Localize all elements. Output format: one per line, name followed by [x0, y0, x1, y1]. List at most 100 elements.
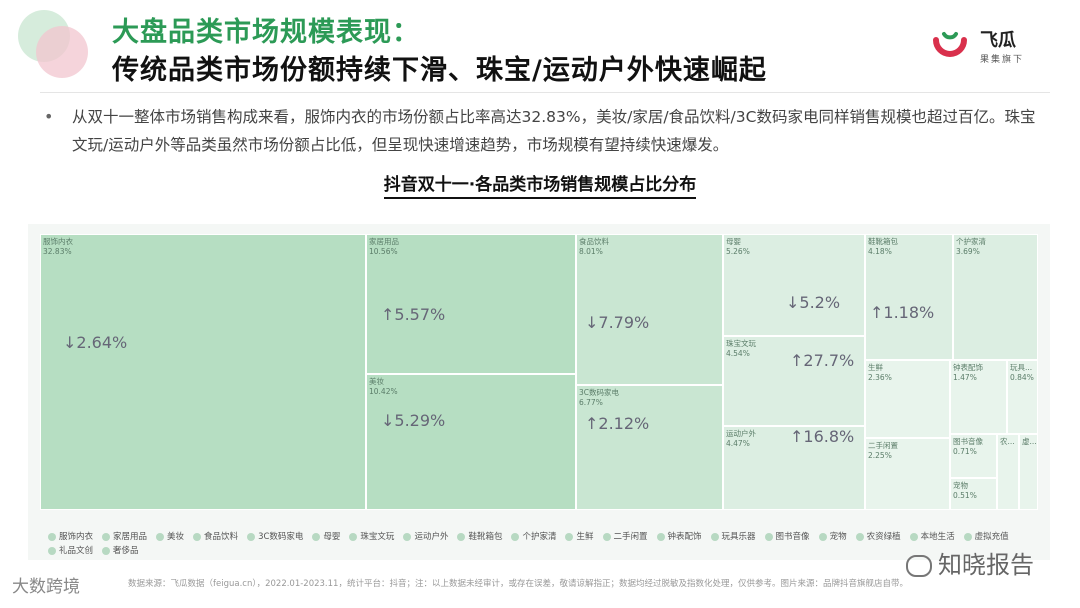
cell-growth: ↑5.57%	[381, 305, 446, 324]
cell-share: 0.84%	[1010, 373, 1034, 382]
legend-item[interactable]: 农资绿植	[855, 530, 901, 544]
legend-label: 农资绿植	[866, 532, 901, 542]
legend-item[interactable]: 宠物	[818, 530, 847, 544]
treemap-cell[interactable]: 宠物 0.51%	[950, 478, 997, 510]
legend-label: 运动户外	[414, 532, 449, 542]
treemap-cell[interactable]: 母婴 5.26% ↓5.2%	[723, 234, 865, 336]
treemap-cell[interactable]: 美妆 10.42% ↓5.29%	[366, 374, 576, 510]
legend-item[interactable]: 个护家清	[511, 530, 556, 544]
legend-item[interactable]: 3C数码家电	[247, 530, 303, 544]
legend-item[interactable]: 虚拟充值	[963, 530, 1009, 544]
treemap-cell[interactable]: 图书音像 0.71%	[950, 434, 997, 478]
watermark-right: 知晓报告	[906, 545, 1034, 580]
legend-label: 图书音像	[775, 532, 810, 542]
treemap-cell[interactable]: 二手闲置 2.25%	[865, 438, 950, 510]
legend-dot-icon	[193, 532, 202, 541]
treemap-cell[interactable]: 虚...	[1019, 434, 1038, 510]
cell-name: 鞋靴箱包	[868, 237, 898, 246]
legend-item[interactable]: 服饰内衣	[48, 530, 93, 544]
legend-item[interactable]: 生鲜	[565, 530, 594, 544]
treemap-cell[interactable]: 玩具... 0.84%	[1007, 360, 1038, 434]
treemap-cell[interactable]: 生鲜 2.36%	[865, 360, 950, 438]
legend-item[interactable]: 图书音像	[764, 530, 810, 544]
cell-share: 1.47%	[953, 373, 977, 382]
cell-growth: ↑16.8%	[790, 427, 855, 446]
cell-share: 4.54%	[726, 349, 750, 358]
treemap-chart: 服饰内衣 32.83% ↓2.64% 家居用品 10.56% ↑5.57% 美妆 10.42%…	[40, 234, 1038, 510]
legend-dot-icon	[102, 546, 111, 555]
cell-growth: ↑27.7%	[790, 351, 855, 370]
legend-dot-icon	[349, 532, 358, 541]
treemap-cell[interactable]: 珠宝文玩 4.54% ↑27.7%	[723, 336, 865, 426]
legend-label: 服饰内衣	[59, 532, 94, 542]
legend-item[interactable]: 运动户外	[403, 530, 448, 544]
legend-label: 鞋靴箱包	[468, 532, 503, 542]
legend-dot-icon	[764, 532, 773, 541]
cell-share: 2.25%	[868, 451, 892, 460]
cell-name: 珠宝文玩	[726, 339, 756, 348]
legend-dot-icon	[963, 532, 972, 541]
treemap-cell[interactable]: 农...	[997, 434, 1019, 510]
page-title: 大盘品类市场规模表现： 传统品类市场份额持续下滑、珠宝/运动户外快速崛起	[112, 14, 767, 90]
treemap-cell[interactable]: 食品饮料 8.01% ↓7.79%	[576, 234, 723, 385]
cell-name: 虚...	[1022, 437, 1037, 446]
legend-label: 玩具乐器	[721, 532, 756, 542]
legend-label: 虚拟充值	[974, 532, 1009, 542]
page-title-line2: 传统品类市场份额持续下滑、珠宝/运动户外快速崛起	[112, 55, 767, 86]
legend-dot-icon	[565, 532, 574, 541]
decor-circle-pink	[36, 26, 88, 78]
cell-growth: ↓7.79%	[585, 313, 650, 332]
cell-name: 母婴	[726, 237, 741, 246]
cell-share: 32.83%	[43, 247, 72, 256]
treemap-cell[interactable]: 运动户外 4.47% ↑16.8%	[723, 426, 865, 510]
legend-label: 美妆	[167, 532, 185, 542]
cell-share: 6.77%	[579, 398, 603, 407]
brand-logo: 飞瓜 果集旗下	[930, 22, 1050, 72]
legend-label: 个护家清	[522, 532, 557, 542]
cell-name: 美妆	[369, 377, 384, 386]
legend-item[interactable]: 二手闲置	[602, 530, 648, 544]
legend-item[interactable]: 礼品文创	[48, 544, 93, 558]
legend-label: 钟表配饰	[667, 532, 702, 542]
legend-label: 母婴	[323, 532, 341, 542]
cell-growth: ↓5.2%	[786, 293, 841, 312]
cell-growth: ↑2.12%	[585, 414, 650, 433]
logo-mark-icon	[933, 32, 967, 57]
cell-growth: ↑1.18%	[870, 303, 935, 322]
cell-share: 10.56%	[369, 247, 398, 256]
legend-label: 奢侈品	[113, 546, 139, 556]
watermark-right-text: 知晓报告	[938, 551, 1034, 579]
treemap-cell[interactable]: 钟表配饰 1.47%	[950, 360, 1007, 434]
legend-item[interactable]: 本地生活	[909, 530, 955, 544]
legend-item[interactable]: 食品饮料	[193, 530, 238, 544]
cell-growth: ↓5.29%	[381, 411, 446, 430]
cell-name: 个护家清	[956, 237, 986, 246]
cell-share: 3.69%	[956, 247, 980, 256]
cell-share: 5.26%	[726, 247, 750, 256]
watermark-left: 大数跨境	[12, 577, 80, 597]
legend-item[interactable]: 珠宝文玩	[349, 530, 394, 544]
legend-item[interactable]: 母婴	[312, 530, 340, 544]
legend-item[interactable]: 奢侈品	[102, 544, 139, 558]
legend-item[interactable]: 玩具乐器	[710, 530, 756, 544]
treemap-cell[interactable]: 3C数码家电 6.77% ↑2.12%	[576, 385, 723, 510]
legend-dot-icon	[247, 532, 256, 541]
legend-label: 礼品文创	[59, 546, 94, 556]
treemap-cell[interactable]: 家居用品 10.56% ↑5.57%	[366, 234, 576, 374]
bullet-mark: •	[44, 107, 54, 126]
treemap-cell[interactable]: 个护家清 3.69%	[953, 234, 1038, 360]
cell-share: 4.47%	[726, 439, 750, 448]
legend-dot-icon	[656, 532, 665, 541]
cell-share: 2.36%	[868, 373, 892, 382]
legend-item[interactable]: 家居用品	[102, 530, 147, 544]
cell-name: 二手闲置	[868, 441, 898, 450]
cell-name: 钟表配饰	[953, 363, 983, 372]
logo-subtitle: 果集旗下	[980, 55, 1025, 65]
treemap-cell[interactable]: 鞋靴箱包 4.18% ↑1.18%	[865, 234, 953, 360]
treemap-cell[interactable]: 服饰内衣 32.83% ↓2.64%	[40, 234, 366, 510]
legend-item[interactable]: 鞋靴箱包	[457, 530, 502, 544]
legend-item[interactable]: 美妆	[156, 530, 184, 544]
legend-item[interactable]: 钟表配饰	[656, 530, 702, 544]
cell-name: 运动户外	[726, 429, 756, 438]
legend-label: 宠物	[829, 532, 847, 542]
